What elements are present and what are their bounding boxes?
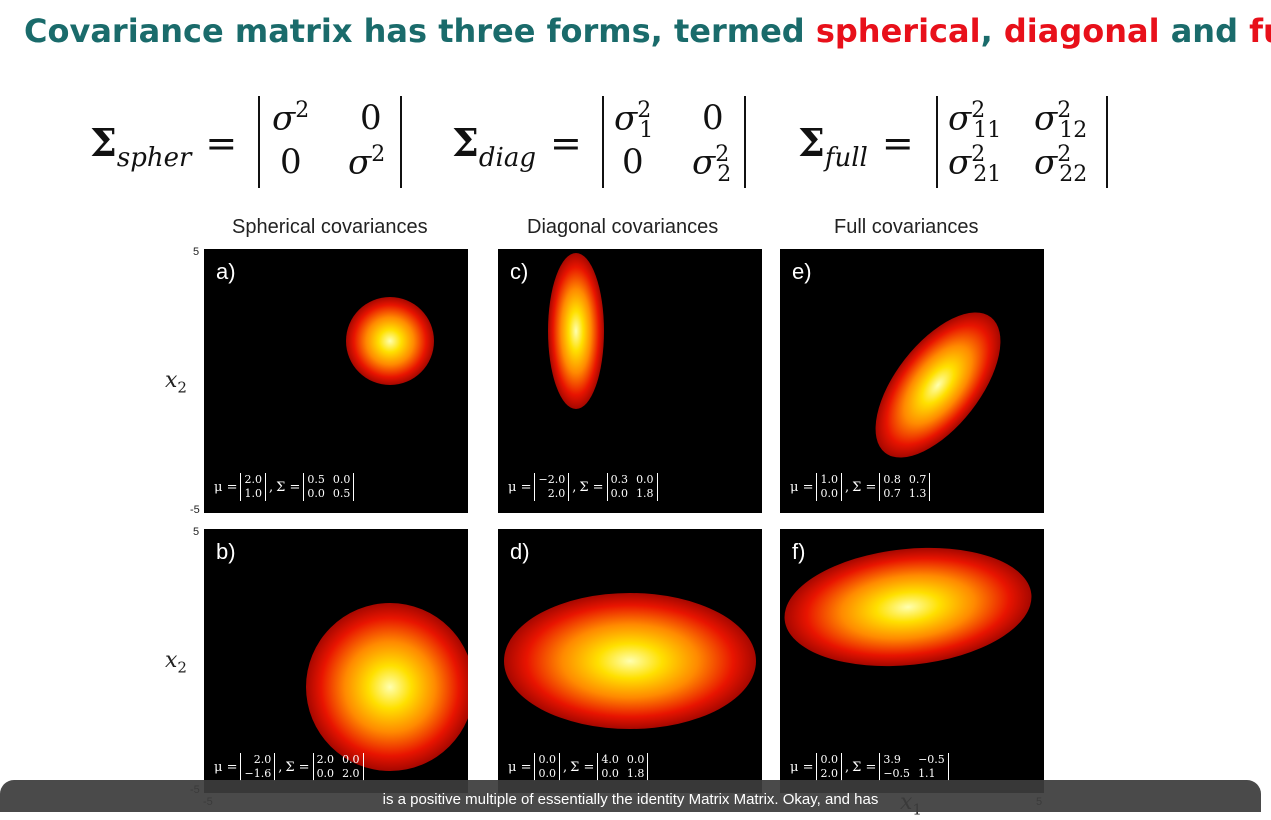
title-diagonal: diagonal (1003, 12, 1160, 50)
video-caption: is a positive multiple of essentially th… (0, 780, 1261, 812)
title-spherical: spherical (815, 12, 981, 50)
axis-label-x2-top: x2 (165, 368, 187, 397)
equation-row: Σspher = σ2 0 0 σ2 Σdiag = σ21 0 0 σ22 Σfu… (0, 90, 1271, 200)
column-title-spherical: Spherical covariances (232, 216, 428, 238)
panel-label: b) (216, 539, 236, 564)
title-full: full (1249, 12, 1271, 50)
panel-params: μ = 2.0 1.0, Σ = 0.5 0.0 0.0 0.5 (214, 473, 355, 501)
panel-label: f) (792, 539, 806, 564)
panel-params: μ = 2.0 −1.6, Σ = 2.0 0.0 0.0 2.0 (214, 753, 364, 781)
gaussian-density (346, 297, 434, 385)
gaussian-density (851, 291, 1025, 479)
slide-title: Covariance matrix has three forms, terme… (24, 12, 1271, 50)
tick-bottom-hi: 5 (193, 526, 200, 538)
axis-label-x2-bottom: x2 (165, 648, 187, 677)
gaussian-density (504, 593, 756, 729)
tick-top-hi: 5 (193, 246, 200, 258)
gaussian-density (548, 253, 604, 409)
panel-b: b) μ = 2.0 −1.6, Σ = 2.0 0.0 0.0 2.0 (204, 529, 468, 793)
panel-label: c) (510, 259, 529, 284)
eq-full-lhs: Σfull = (798, 120, 914, 173)
gaussian-density (780, 536, 1038, 678)
panel-d: d) μ = 0.0 0.0, Σ = 4.0 0.0 0.0 1.8 (498, 529, 762, 793)
title-and: and (1159, 12, 1250, 50)
eq-spher-lhs: Σspher = (90, 120, 238, 173)
panel-params: μ = 0.0 0.0, Σ = 4.0 0.0 0.0 1.8 (508, 753, 649, 781)
title-comma: , (980, 12, 993, 50)
panel-label: d) (510, 539, 530, 564)
matrix-full: σ211 σ212 σ221 σ222 (936, 96, 1108, 188)
panel-params: μ = 1.0 0.0, Σ = 0.8 0.7 0.7 1.3 (790, 473, 931, 501)
gaussian-density (306, 603, 468, 771)
panel-params: μ = −2.0 2.0, Σ = 0.3 0.0 0.0 1.8 (508, 473, 658, 501)
panel-f: f) μ = 0.0 2.0, Σ = 3.9 −0.5 −0.5 1.1 (780, 529, 1044, 793)
tick-top-lo: -5 (190, 504, 200, 516)
matrix-spher: σ2 0 0 σ2 (258, 96, 402, 188)
title-prefix: Covariance matrix has three forms, terme… (24, 12, 816, 50)
eq-diag-lhs: Σdiag = (452, 120, 582, 173)
panel-c: c) μ = −2.0 2.0, Σ = 0.3 0.0 0.0 1.8 (498, 249, 762, 513)
panel-e: e) μ = 1.0 0.0, Σ = 0.8 0.7 0.7 1.3 (780, 249, 1044, 513)
column-title-diagonal: Diagonal covariances (527, 216, 719, 238)
panel-params: μ = 0.0 2.0, Σ = 3.9 −0.5 −0.5 1.1 (790, 753, 949, 781)
panel-a: a) μ = 2.0 1.0, Σ = 0.5 0.0 0.0 0.5 (204, 249, 468, 513)
panel-label: a) (216, 259, 236, 284)
panel-label: e) (792, 259, 812, 284)
matrix-diag: σ21 0 0 σ22 (602, 96, 746, 188)
column-title-full: Full covariances (834, 216, 979, 238)
